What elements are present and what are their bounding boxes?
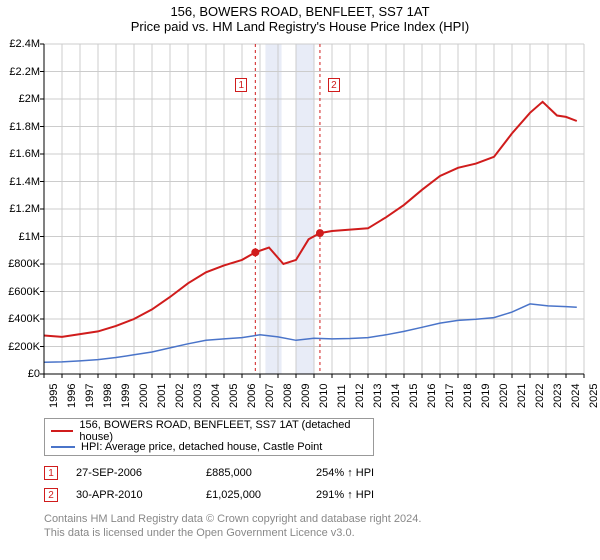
x-tick-label: 2016 (426, 384, 438, 408)
x-tick-label: 2025 (588, 384, 600, 408)
sale-marker: 1 (44, 466, 58, 480)
x-tick-label: 1996 (66, 384, 78, 408)
footer-line1: Contains HM Land Registry data © Crown c… (44, 512, 584, 526)
legend-label: 156, BOWERS ROAD, BENFLEET, SS7 1AT (det… (79, 419, 367, 443)
y-tick-label: £2M (0, 93, 40, 105)
legend: 156, BOWERS ROAD, BENFLEET, SS7 1AT (det… (44, 418, 374, 456)
legend-swatch (51, 430, 73, 432)
x-tick-label: 2024 (570, 384, 582, 408)
y-tick-label: £1.6M (0, 148, 40, 160)
x-tick-label: 2002 (174, 384, 186, 408)
x-tick-label: 2009 (300, 384, 312, 408)
x-tick-label: 2023 (552, 384, 564, 408)
x-tick-label: 1997 (84, 384, 96, 408)
x-tick-label: 1995 (48, 384, 60, 408)
y-tick-label: £1M (0, 231, 40, 243)
y-tick-label: £200K (0, 341, 40, 353)
x-tick-label: 2008 (282, 384, 294, 408)
x-tick-label: 2022 (534, 384, 546, 408)
chart-container: 156, BOWERS ROAD, BENFLEET, SS7 1AT Pric… (0, 0, 600, 560)
y-tick-label: £600K (0, 286, 40, 298)
x-tick-label: 2012 (354, 384, 366, 408)
x-tick-label: 2001 (156, 384, 168, 408)
sale-row: 1 27-SEP-2006£885,000254% ↑ HPI (44, 462, 426, 484)
x-tick-label: 2015 (408, 384, 420, 408)
sale-price: £885,000 (206, 467, 316, 479)
y-tick-label: £2.2M (0, 66, 40, 78)
x-tick-label: 2013 (372, 384, 384, 408)
event-marker-label: 1 (235, 78, 247, 92)
x-tick-label: 2006 (246, 384, 258, 408)
x-tick-label: 2014 (390, 384, 402, 408)
y-tick-label: £2.4M (0, 38, 40, 50)
x-tick-label: 2020 (498, 384, 510, 408)
y-tick-label: £1.2M (0, 203, 40, 215)
x-tick-label: 2011 (336, 384, 348, 408)
x-tick-label: 2007 (264, 384, 276, 408)
footer-attribution: Contains HM Land Registry data © Crown c… (44, 512, 584, 541)
x-tick-label: 2004 (210, 384, 222, 408)
sale-price: £1,025,000 (206, 489, 316, 501)
sale-date: 27-SEP-2006 (76, 467, 206, 479)
y-tick-label: £800K (0, 258, 40, 270)
plot-area (44, 44, 584, 374)
sale-pct: 254% ↑ HPI (316, 467, 426, 479)
x-tick-label: 1999 (120, 384, 132, 408)
x-tick-label: 2000 (138, 384, 150, 408)
x-tick-label: 2018 (462, 384, 474, 408)
x-tick-label: 2005 (228, 384, 240, 408)
y-tick-label: £400K (0, 313, 40, 325)
legend-label: HPI: Average price, detached house, Cast… (81, 441, 322, 453)
x-tick-label: 2003 (192, 384, 204, 408)
footer-line2: This data is licensed under the Open Gov… (44, 526, 584, 540)
legend-item: 156, BOWERS ROAD, BENFLEET, SS7 1AT (det… (51, 423, 367, 439)
legend-swatch (51, 446, 75, 448)
sale-date: 30-APR-2010 (76, 489, 206, 501)
y-tick-label: £1.8M (0, 121, 40, 133)
y-tick-label: £1.4M (0, 176, 40, 188)
x-tick-label: 2019 (480, 384, 492, 408)
y-tick-label: £0 (0, 368, 40, 380)
sale-marker: 2 (44, 488, 58, 502)
sale-pct: 291% ↑ HPI (316, 489, 426, 501)
x-tick-label: 2010 (318, 384, 330, 408)
chart-svg (44, 44, 584, 374)
x-tick-label: 2017 (444, 384, 456, 408)
legend-item: HPI: Average price, detached house, Cast… (51, 439, 367, 455)
event-marker-label: 2 (328, 78, 340, 92)
chart-title: 156, BOWERS ROAD, BENFLEET, SS7 1AT (0, 0, 600, 19)
sale-row: 2 30-APR-2010£1,025,000291% ↑ HPI (44, 484, 426, 506)
chart-subtitle: Price paid vs. HM Land Registry's House … (0, 19, 600, 36)
x-tick-label: 1998 (102, 384, 114, 408)
x-tick-label: 2021 (516, 384, 528, 408)
sales-table: 1 27-SEP-2006£885,000254% ↑ HPI 2 30-APR-20… (44, 462, 426, 506)
